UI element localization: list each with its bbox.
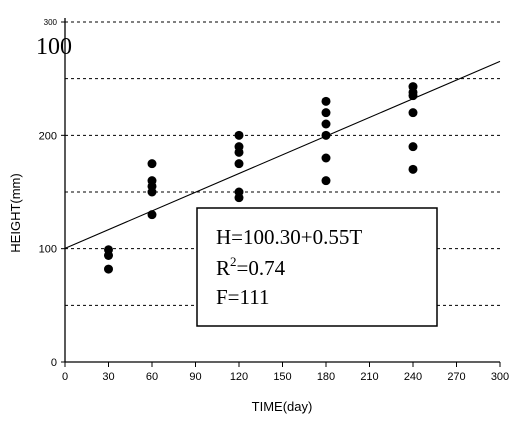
y-tick-label: 100: [39, 244, 57, 256]
data-point: [234, 159, 244, 169]
points-layer: [104, 82, 418, 274]
data-point: [104, 245, 113, 255]
r-squared-line: R2=0.74: [216, 254, 286, 280]
x-tick-label: 240: [404, 371, 422, 383]
data-point: [321, 176, 331, 186]
data-point: [408, 108, 418, 118]
x-tick-label: 60: [146, 371, 158, 383]
data-point: [321, 108, 331, 118]
x-tick-label: 90: [189, 371, 201, 383]
x-tick-label: 0: [62, 371, 68, 383]
axes-layer: 0 30 60 90 120 150 180 210 240 270 300 0 100 200 300: [39, 18, 509, 383]
data-point: [408, 142, 418, 152]
equation-box: H=100.30+0.55T R2=0.74 F=111: [196, 207, 438, 327]
x-tick-label: 300: [491, 371, 509, 383]
x-tick-label: 210: [360, 371, 378, 383]
r-squared-superscript: 2: [230, 254, 237, 269]
y-tick-label: 200: [39, 130, 57, 142]
y-tick-label: 0: [51, 357, 57, 369]
f-statistic-line: F=111: [216, 285, 269, 309]
r-squared-value: =0.74: [237, 256, 286, 280]
x-tick-label: 120: [230, 371, 248, 383]
regression-line: [64, 60, 501, 249]
data-point: [321, 153, 331, 163]
labels-layer: TIME(day) HEIGHT(mm) 100: [8, 34, 312, 414]
overlay-label: 100: [36, 34, 72, 60]
x-tick-label: 150: [273, 371, 291, 383]
regression-layer: [64, 60, 501, 249]
y-axis-label: HEIGHT(mm): [8, 173, 23, 252]
y-tick-label: 300: [44, 18, 58, 27]
data-point: [321, 130, 331, 140]
data-point: [234, 142, 244, 152]
r-squared-prefix: R: [216, 256, 230, 280]
x-tick-label: 30: [102, 371, 114, 383]
data-point: [321, 96, 331, 106]
x-tick-label: 180: [317, 371, 335, 383]
data-point: [147, 210, 157, 220]
data-point: [321, 119, 331, 129]
data-point: [104, 264, 113, 274]
x-tick-label: 270: [447, 371, 465, 383]
data-point: [234, 130, 244, 140]
equation-box-frame: [196, 207, 438, 327]
data-point: [408, 82, 418, 92]
x-axis-label: TIME(day): [252, 399, 313, 414]
data-point: [147, 159, 157, 169]
equation-line: H=100.30+0.55T: [216, 225, 362, 249]
data-point: [234, 187, 244, 197]
data-point: [408, 164, 418, 174]
data-point: [147, 176, 157, 186]
